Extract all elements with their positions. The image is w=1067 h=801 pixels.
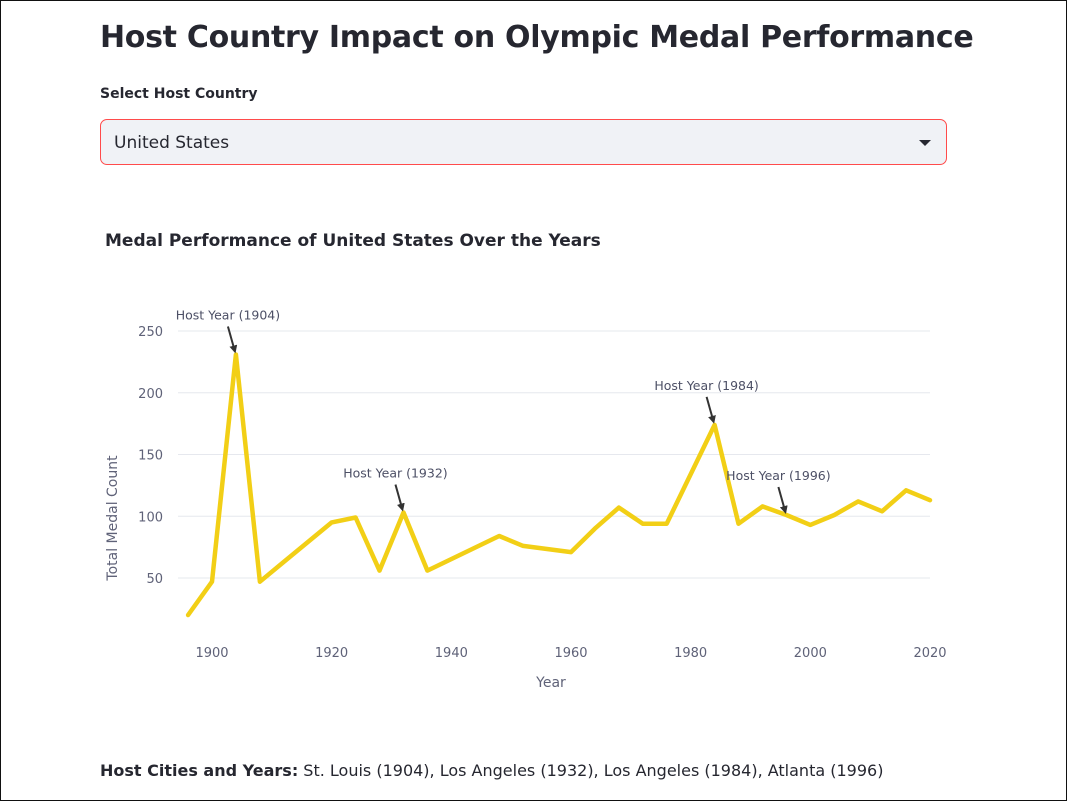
y-axis-title: Total Medal Count	[105, 455, 121, 582]
y-tick-label: 250	[138, 325, 163, 340]
host-cities-text: St. Louis (1904), Los Angeles (1932), Lo…	[298, 761, 884, 780]
chart-gridlines	[178, 330, 930, 579]
annotation-label: Host Year (1996)	[726, 468, 830, 483]
medal-performance-chart: Medal Performance of United States Over …	[105, 231, 947, 691]
annotation-arrow	[394, 484, 405, 512]
series-line	[185, 352, 933, 618]
annotation-arrow	[777, 486, 788, 514]
x-axis-title: Year	[535, 675, 566, 691]
y-axis-ticks: 50 100 150 200 250	[138, 325, 163, 587]
y-tick-label: 200	[138, 387, 163, 402]
y-tick-label: 150	[138, 449, 163, 464]
y-tick-label: 100	[138, 510, 163, 525]
x-tick-label: 1900	[195, 646, 228, 661]
x-tick-label: 2020	[913, 646, 946, 661]
x-axis-ticks: 1900 1920 1940 1960 1980 2000 2020	[195, 646, 946, 661]
annotation-arrow	[226, 326, 238, 354]
y-tick-label: 50	[146, 572, 163, 587]
annotation-label: Host Year (1984)	[654, 378, 758, 393]
chart-annotations: Host Year (1904) Host Year (1932) Host Yea…	[176, 307, 831, 514]
annotation-label: Host Year (1932)	[343, 466, 447, 481]
host-country-select-value: United States	[114, 133, 230, 153]
chart-lines	[185, 352, 933, 618]
host-country-select[interactable]: United States	[100, 119, 947, 165]
annotation-label: Host Year (1904)	[176, 307, 280, 322]
x-tick-label: 1940	[435, 646, 468, 661]
x-tick-label: 1960	[554, 646, 587, 661]
x-tick-label: 1920	[315, 646, 348, 661]
host-cities-footer: Host Cities and Years: St. Louis (1904),…	[100, 761, 883, 780]
x-tick-label: 1980	[674, 646, 707, 661]
host-cities-label: Host Cities and Years:	[100, 761, 299, 780]
chart-title: Medal Performance of United States Over …	[105, 231, 601, 251]
annotation-arrow	[705, 396, 716, 424]
page-title: Host Country Impact on Olympic Medal Per…	[100, 20, 974, 55]
host-country-select-label: Select Host Country	[100, 86, 258, 102]
chevron-down-icon	[919, 140, 931, 146]
x-tick-label: 2000	[794, 646, 827, 661]
